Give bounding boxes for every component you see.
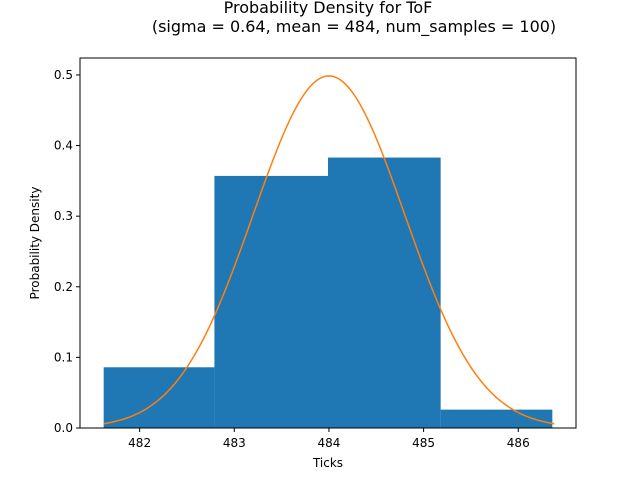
x-tick-label: 484 [317,436,340,450]
y-tick-label: 0.0 [54,421,73,435]
histogram-bar [440,409,553,428]
histogram-bars [103,157,553,428]
y-axis-label: Probability Density [28,187,42,300]
x-tick-label: 483 [223,436,246,450]
x-tick-label: 485 [412,436,435,450]
x-axis-ticks: 482 483 484 485 486 [128,428,530,450]
histogram-bar [103,367,215,428]
histogram-bar [328,157,441,428]
density-curve [103,75,555,425]
x-tick-label: 486 [507,436,530,450]
chart-title: Probability Density for ToF [224,0,433,17]
plot-frame [79,57,577,429]
y-tick-label: 0.4 [54,139,73,153]
y-tick-label: 0.5 [54,68,73,82]
y-axis-ticks: 0.0 0.1 0.2 0.3 0.4 0.5 [54,68,80,435]
y-tick-label: 0.2 [54,280,73,294]
y-tick-label: 0.3 [54,209,73,223]
chart-subtitle: (sigma = 0.64, mean = 484, num_samples =… [152,17,556,37]
histogram-bar [214,175,328,428]
y-tick-label: 0.1 [54,350,73,364]
x-axis-label: Ticks [312,456,343,470]
x-tick-label: 482 [128,436,151,450]
